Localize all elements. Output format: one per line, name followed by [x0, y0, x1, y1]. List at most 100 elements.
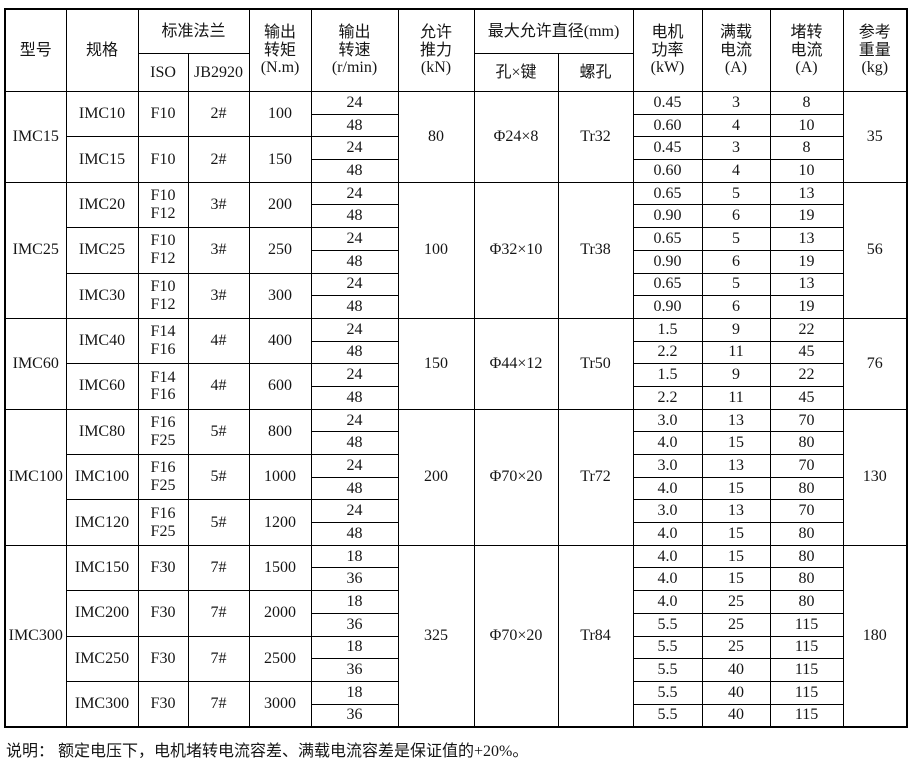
cell-full-load: 3 [701, 136, 771, 161]
cell-spec: IMC100 [65, 453, 139, 501]
cell-locked: 115 [769, 658, 844, 682]
cell-torque: 100 [248, 90, 312, 138]
cell-locked: 80 [769, 431, 844, 455]
cell-spec: IMC40 [65, 317, 139, 365]
cell-power: 4.0 [632, 522, 703, 546]
cell-locked: 115 [769, 680, 844, 705]
cell-power: 1.5 [632, 317, 703, 342]
cell-power: 5.5 [632, 703, 703, 728]
cell-weight: 180 [842, 544, 908, 728]
cell-torque: 200 [248, 181, 312, 229]
cell-full-load: 13 [701, 408, 771, 433]
table-row: IMC30 F10 F12 3# 300 24 0.65 5 13 [5, 272, 907, 319]
table-row: 48 4.0 15 80 [5, 431, 907, 455]
cell-full-load: 11 [701, 385, 771, 410]
cell-full-load: 13 [701, 499, 771, 524]
cell-spec: IMC25 [65, 227, 139, 274]
cell-power: 5.5 [632, 658, 703, 682]
cell-speed: 48 [310, 522, 399, 546]
cell-thrust: 150 [397, 317, 475, 410]
cell-model: IMC15 [4, 91, 67, 183]
cell-locked: 22 [769, 363, 844, 387]
cell-jb2920: 2# [187, 90, 250, 138]
cell-spec: IMC250 [65, 635, 139, 682]
table-row: IMC250 F30 7# 2500 18 5.5 25 115 [5, 635, 907, 682]
cell-speed: 48 [310, 295, 399, 319]
cell-speed: 18 [310, 544, 399, 569]
cell-thrust: 325 [397, 544, 475, 728]
cell-locked: 115 [769, 635, 844, 660]
cell-speed: 24 [310, 181, 399, 206]
cell-hole-key: Φ70×20 [473, 544, 559, 728]
cell-power: 0.90 [632, 204, 703, 229]
cell-torque: 1500 [248, 544, 312, 592]
cell-speed: 48 [310, 249, 399, 274]
cell-locked: 13 [769, 227, 844, 251]
cell-full-load: 15 [701, 431, 771, 455]
header-thrust: 允许 推力 (kN) [397, 8, 475, 92]
table-row: 36 4.0 15 80 [5, 567, 907, 592]
table-row: 48 0.60 4 10 [5, 113, 907, 138]
cell-speed: 24 [310, 136, 399, 161]
cell-screw: Tr72 [557, 408, 634, 546]
table-row: IMC200 F30 7# 2000 18 4.0 25 80 [5, 590, 907, 637]
cell-speed: 18 [310, 590, 399, 614]
table-row: 36 5.5 40 115 [5, 658, 907, 682]
cell-speed: 24 [310, 408, 399, 433]
cell-power: 2.2 [632, 385, 703, 410]
cell-locked: 70 [769, 408, 844, 433]
cell-full-load: 4 [701, 159, 771, 183]
cell-thrust: 80 [397, 91, 475, 183]
cell-full-load: 9 [701, 317, 771, 342]
cell-speed: 24 [310, 272, 399, 297]
cell-jb2920: 4# [187, 363, 250, 410]
cell-full-load: 6 [701, 204, 771, 229]
cell-iso: F30 [137, 544, 189, 592]
cell-full-load: 5 [701, 272, 771, 297]
header-diameter: 最大允许直径(mm) [473, 8, 634, 54]
cell-locked: 70 [769, 454, 844, 478]
cell-spec: IMC150 [65, 544, 139, 592]
cell-locked: 8 [769, 91, 844, 115]
cell-power: 0.45 [632, 136, 703, 161]
cell-locked: 10 [769, 113, 844, 138]
cell-iso: F30 [137, 635, 189, 682]
cell-speed: 36 [310, 567, 399, 592]
cell-locked: 13 [769, 272, 844, 297]
header-locked: 堵转 电流 (A) [769, 8, 844, 92]
cell-speed: 18 [310, 680, 399, 705]
cell-speed: 24 [310, 227, 399, 251]
cell-torque: 1000 [248, 453, 312, 501]
cell-power: 0.90 [632, 249, 703, 274]
cell-full-load: 15 [701, 567, 771, 592]
cell-power: 4.0 [632, 476, 703, 501]
cell-locked: 45 [769, 385, 844, 410]
cell-power: 4.0 [632, 590, 703, 614]
cell-power: 0.60 [632, 159, 703, 183]
cell-model: IMC25 [4, 181, 67, 319]
header-jb2920: JB2920 [187, 53, 250, 92]
cell-jb2920: 3# [187, 272, 250, 319]
cell-power: 4.0 [632, 567, 703, 592]
cell-screw: Tr38 [557, 181, 634, 319]
cell-spec: IMC10 [65, 90, 139, 138]
cell-spec: IMC200 [65, 590, 139, 637]
table-row: 48 0.90 6 19 [5, 204, 907, 229]
cell-locked: 19 [769, 295, 844, 319]
cell-speed: 36 [310, 658, 399, 682]
cell-full-load: 3 [701, 91, 771, 115]
cell-full-load: 25 [701, 612, 771, 637]
cell-iso: F10 [137, 90, 189, 138]
table-row: IMC100 IMC80 F16 F25 5# 800 24 200 Φ70×20 Tr72 3.… [4, 408, 908, 546]
cell-full-load: 11 [701, 340, 771, 365]
header-screw: 螺孔 [557, 53, 634, 92]
cell-spec: IMC20 [65, 181, 139, 229]
cell-full-load: 25 [701, 590, 771, 614]
table-row: IMC25 F10 F12 3# 250 24 0.65 5 13 [5, 227, 907, 274]
header-hole-key: 孔×键 [473, 53, 559, 92]
table-row: IMC100 F16 F25 5# 1000 24 3.0 13 70 [5, 453, 907, 501]
cell-iso: F30 [137, 590, 189, 637]
cell-power: 0.65 [632, 181, 703, 206]
cell-speed: 18 [310, 635, 399, 660]
cell-speed: 48 [310, 204, 399, 229]
